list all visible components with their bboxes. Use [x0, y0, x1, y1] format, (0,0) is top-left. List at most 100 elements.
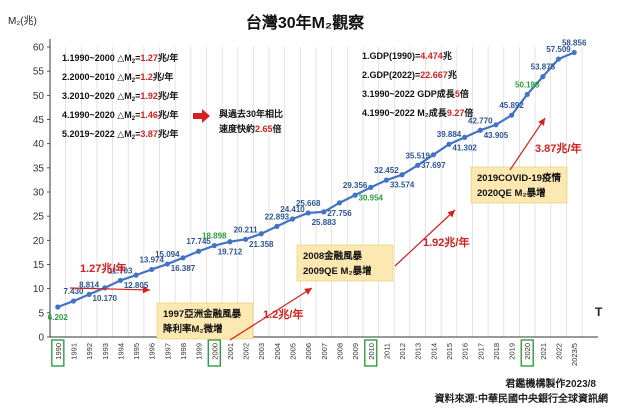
- axes: [49, 39, 598, 338]
- data-point: [383, 177, 390, 183]
- data-point: [70, 298, 77, 304]
- note-subscript: 2: [132, 59, 136, 65]
- data-label: 6.202: [48, 313, 69, 322]
- gridlines: [49, 47, 583, 337]
- event-box: [296, 244, 394, 282]
- x-tick-label: 2003: [257, 343, 266, 360]
- note-text: 1.GDP(1990)=: [362, 51, 420, 61]
- note-text: 4.1990~2020 △M: [62, 110, 132, 120]
- data-point: [352, 192, 358, 198]
- data-label: 35.519: [405, 151, 430, 160]
- note-text: =: [135, 53, 140, 63]
- note-value: 1.92: [140, 91, 158, 101]
- data-point: [258, 231, 264, 237]
- data-point: [274, 223, 280, 229]
- rate-label: 1.2兆/年: [263, 307, 303, 321]
- x-tick-label: 1990: [54, 343, 63, 360]
- note-value: 9.27: [447, 108, 465, 118]
- highlight-year-box: [364, 339, 378, 367]
- event-box: [470, 166, 568, 204]
- note-value: 3.87: [140, 129, 158, 139]
- y-tick-label: 35: [33, 163, 45, 174]
- x-tick-label: 2013: [414, 343, 423, 360]
- y-tick-label: 60: [33, 43, 45, 54]
- x-tick-label: 2023/5: [570, 343, 579, 366]
- x-tick-label: 2002: [242, 343, 251, 360]
- y-tick-label: 20: [33, 236, 45, 247]
- note-text: 兆: [448, 69, 457, 80]
- data-label: 17.745: [186, 237, 211, 246]
- data-point: [477, 127, 483, 133]
- note-unit: 兆/年: [158, 128, 179, 139]
- rate-label: 1.27兆/年: [80, 261, 126, 275]
- data-point: [555, 56, 562, 62]
- rate-arrow-head-icon: [447, 210, 455, 218]
- data-label: 39.884: [437, 130, 462, 139]
- data-label: 15.094: [155, 250, 180, 259]
- rate-value: 1.92: [423, 237, 444, 249]
- x-tick-label: 2019: [508, 343, 517, 360]
- data-series: 6.2027.4308.81410.17011.70312.80513.9741…: [48, 39, 587, 322]
- data-point: [321, 209, 327, 215]
- x-tick-label: 2014: [429, 343, 438, 360]
- note-right-line: 1.GDP(1990)=4.474兆: [362, 50, 452, 61]
- note-text: =: [135, 129, 140, 139]
- data-label: 50.188: [515, 80, 540, 89]
- data-point: [55, 304, 61, 310]
- rate-value: 3.87: [535, 143, 556, 155]
- rate-arrow-line: [394, 209, 456, 267]
- event-line-2: 降利率M₂微增: [163, 323, 223, 335]
- note-text: 兆: [443, 50, 452, 61]
- x-tick-label: 2015: [445, 343, 454, 360]
- x-tick-label: 1997: [163, 343, 172, 360]
- data-point: [430, 152, 436, 158]
- data-label: 11.703: [108, 266, 133, 275]
- rate-arrow-line: [229, 287, 313, 341]
- y-tick-label: 40: [33, 139, 45, 150]
- highlight-year-box: [51, 339, 65, 367]
- data-label: 22.893: [265, 212, 290, 221]
- note-right-line: 4.1990~2022 M₂成長9.27倍: [362, 107, 473, 118]
- x-tick-label: 2011: [382, 343, 391, 359]
- data-label: 13.974: [139, 255, 164, 264]
- data-point: [180, 255, 186, 261]
- data-label: 58.856: [562, 39, 587, 48]
- data-point: [493, 122, 499, 128]
- y-tick-label: 55: [33, 67, 45, 78]
- data-point: [86, 291, 92, 297]
- data-label: 29.356: [343, 181, 368, 190]
- rate-arrow-head-icon: [304, 288, 312, 295]
- x-tick-label: 2017: [476, 343, 485, 360]
- compare-line-1: 與過去30年相比: [219, 108, 283, 119]
- event-line-2: 2009QE M₂暴增: [303, 265, 372, 277]
- compare-text: 速度快約: [219, 123, 255, 134]
- x-tick-labels: 1990 1991 1992 1993 1994 1995 1996 1997 1998 1999…: [51, 339, 579, 367]
- x-tick-label: 2005: [289, 343, 298, 360]
- rate-value: 1.2: [263, 309, 278, 321]
- note-text: 3.1990~2022 GDP成長: [362, 88, 456, 99]
- note-unit: 兆/年: [158, 52, 179, 63]
- data-point: [399, 172, 405, 178]
- y-tick-label: 50: [33, 91, 45, 102]
- x-tick-label: 2018: [492, 343, 501, 360]
- compare-text: 倍: [273, 123, 282, 134]
- data-label: 45.892: [499, 101, 524, 110]
- y-tick-label: 30: [33, 188, 45, 199]
- note-text: 2.GDP(2022)=: [362, 70, 420, 80]
- data-label: 41.302: [452, 143, 477, 152]
- series-line: [57, 51, 575, 309]
- x-tick-label: 2001: [226, 343, 235, 360]
- note-subscript: 2: [132, 78, 136, 84]
- x-tick-label: 2004: [273, 343, 282, 360]
- compare-line-2: 速度快約2.65倍: [219, 123, 282, 134]
- x-tick-label: 2016: [461, 343, 470, 360]
- data-point: [211, 243, 217, 249]
- rate-arrow-head-icon: [538, 118, 545, 126]
- data-point: [446, 141, 452, 147]
- annotations: 1.1990~2000 △M2=1.27兆/年2.2000~2010 △M2=1…: [62, 50, 581, 341]
- data-label: 43.905: [484, 131, 509, 140]
- data-point: [196, 248, 202, 254]
- data-label: 42.770: [468, 116, 493, 125]
- data-label: 53.875: [531, 63, 556, 72]
- note-left-line: 2.2000~2010 △M2=1.2兆/年: [62, 71, 173, 84]
